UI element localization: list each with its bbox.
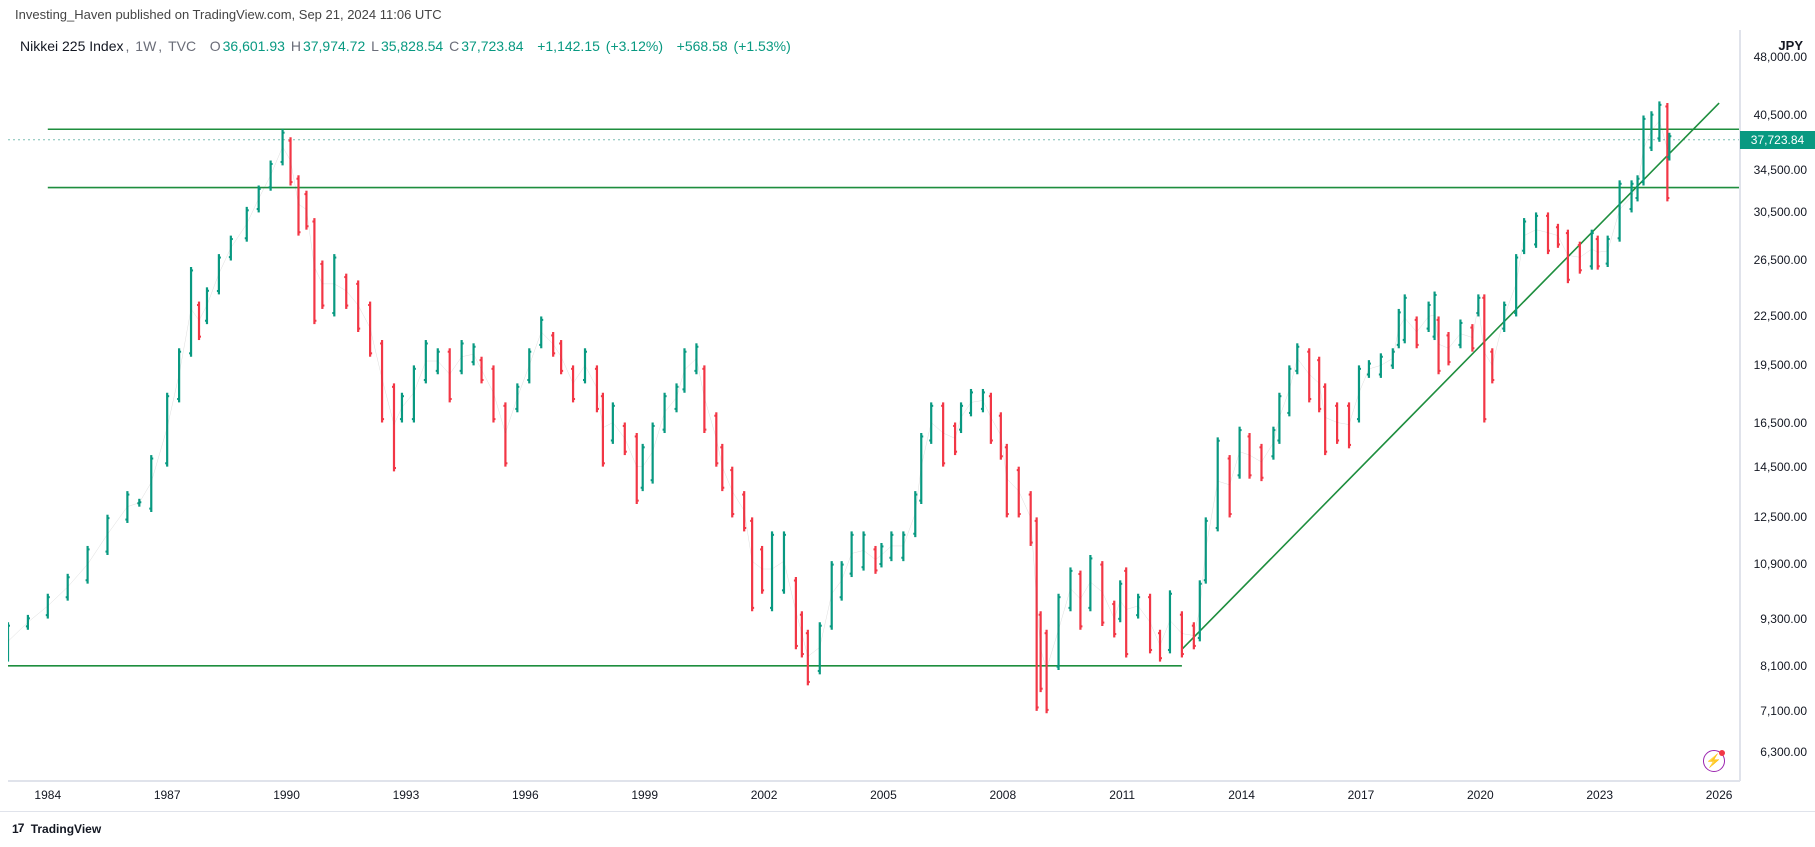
publish-header: Investing_Haven published on TradingView… <box>0 0 1815 30</box>
symbol-name: Nikkei 225 Index <box>20 38 124 54</box>
y-tick: 6,300.00 <box>1760 745 1807 759</box>
x-tick: 2008 <box>989 788 1016 802</box>
y-tick: 30,500.00 <box>1754 205 1807 219</box>
y-tick: 7,100.00 <box>1760 704 1807 718</box>
footer: 17 TradingView <box>0 811 1815 846</box>
x-tick: 2017 <box>1348 788 1375 802</box>
ohlc-change2-abs: +568.58 <box>677 38 728 54</box>
ohlc-change2-pct: (+1.53%) <box>734 38 791 54</box>
x-axis[interactable]: 1984 1987 1990 1993 1996 1999 2002 2005 2008 2011… <box>8 781 1740 811</box>
y-tick: 14,500.00 <box>1754 460 1807 474</box>
ohlc-change-pct: (+3.12%) <box>606 38 663 54</box>
footer-brand: TradingView <box>31 822 101 836</box>
exchange: TVC <box>168 38 196 54</box>
ohlc-change-abs: +1,142.15 <box>537 38 600 54</box>
y-tick: 48,000.00 <box>1754 50 1807 64</box>
chart-plot[interactable]: ⚡ <box>8 30 1740 781</box>
y-tick: 40,500.00 <box>1754 108 1807 122</box>
ohlc-high: 37,974.72 <box>303 38 365 54</box>
interval: 1W <box>135 38 156 54</box>
tradingview-logo-icon: 17 <box>12 822 23 836</box>
y-tick: 16,500.00 <box>1754 416 1807 430</box>
x-tick: 2023 <box>1586 788 1613 802</box>
chart-container: ⚡ JPY 48,000.0040,500.0034,500.0030,500.… <box>0 30 1815 811</box>
x-tick: 2011 <box>1109 788 1135 802</box>
y-tick: 9,300.00 <box>1760 612 1807 626</box>
y-tick: 19,500.00 <box>1754 358 1807 372</box>
y-tick: 34,500.00 <box>1754 163 1807 177</box>
y-tick: 12,500.00 <box>1754 510 1807 524</box>
x-tick: 1987 <box>154 788 181 802</box>
flash-icon[interactable]: ⚡ <box>1703 750 1725 772</box>
ohlc-legend: Nikkei 225 Index, 1W, TVC O36,601.93 H37… <box>20 38 793 54</box>
y-tick: 22,500.00 <box>1754 309 1807 323</box>
x-tick: 1984 <box>34 788 61 802</box>
x-tick: 2026 <box>1706 788 1733 802</box>
x-tick: 1990 <box>273 788 300 802</box>
x-tick: 1993 <box>393 788 420 802</box>
x-tick: 1996 <box>512 788 539 802</box>
x-tick: 2014 <box>1228 788 1255 802</box>
y-tick: 8,100.00 <box>1760 659 1807 673</box>
ohlc-low: 35,828.54 <box>381 38 443 54</box>
ohlc-close: 37,723.84 <box>461 38 523 54</box>
y-axis[interactable]: JPY 48,000.0040,500.0034,500.0030,500.00… <box>1740 30 1815 781</box>
x-tick: 2002 <box>751 788 778 802</box>
ohlc-open: 36,601.93 <box>223 38 285 54</box>
y-tick: 10,900.00 <box>1754 557 1807 571</box>
y-tick: 26,500.00 <box>1754 253 1807 267</box>
x-tick: 2020 <box>1467 788 1494 802</box>
last-price-label: 37,723.84 <box>1740 131 1815 149</box>
x-tick: 2005 <box>870 788 897 802</box>
x-tick: 1999 <box>631 788 658 802</box>
